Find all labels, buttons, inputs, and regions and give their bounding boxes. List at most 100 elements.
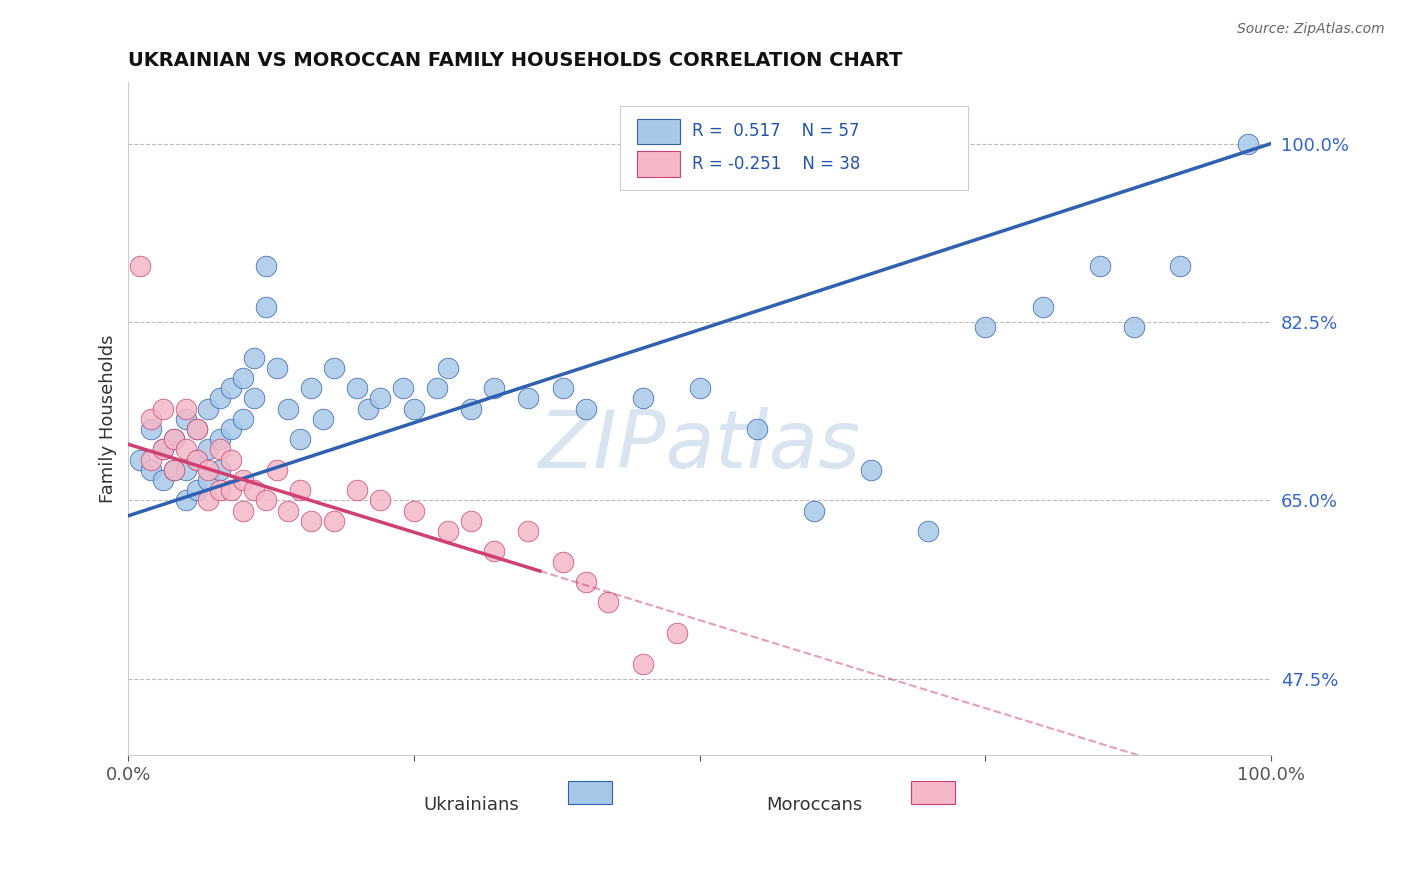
FancyBboxPatch shape: [620, 106, 969, 190]
Point: [323, 360, 346, 375]
Point: [574, 401, 596, 416]
FancyBboxPatch shape: [568, 780, 612, 804]
Point: [232, 473, 254, 487]
Point: [551, 555, 574, 569]
Point: [232, 412, 254, 426]
Point: [665, 626, 688, 640]
Point: [803, 503, 825, 517]
Point: [152, 442, 174, 457]
Point: [174, 463, 197, 477]
Point: [221, 483, 243, 498]
Point: [208, 392, 231, 406]
Point: [221, 452, 243, 467]
Point: [391, 381, 413, 395]
FancyBboxPatch shape: [911, 780, 955, 804]
Point: [141, 422, 163, 436]
Point: [299, 514, 322, 528]
Point: [517, 524, 540, 538]
Point: [152, 442, 174, 457]
Point: [277, 401, 299, 416]
Point: [186, 452, 208, 467]
Text: Moroccans: Moroccans: [766, 796, 862, 814]
Text: UKRAINIAN VS MOROCCAN FAMILY HOUSEHOLDS CORRELATION CHART: UKRAINIAN VS MOROCCAN FAMILY HOUSEHOLDS …: [128, 51, 903, 70]
Point: [174, 493, 197, 508]
Point: [266, 360, 288, 375]
FancyBboxPatch shape: [637, 151, 681, 177]
Point: [208, 442, 231, 457]
Point: [208, 463, 231, 477]
Point: [197, 401, 219, 416]
Point: [197, 463, 219, 477]
Point: [254, 259, 277, 273]
Point: [243, 483, 266, 498]
Point: [574, 574, 596, 589]
Point: [312, 412, 335, 426]
Point: [186, 483, 208, 498]
Point: [163, 463, 186, 477]
Point: [917, 524, 939, 538]
Text: ZIPatlas: ZIPatlas: [538, 407, 860, 484]
Point: [323, 514, 346, 528]
Point: [141, 412, 163, 426]
Point: [974, 320, 997, 334]
Point: [163, 463, 186, 477]
Point: [186, 452, 208, 467]
Point: [174, 401, 197, 416]
Point: [517, 392, 540, 406]
Point: [482, 544, 505, 558]
Point: [232, 503, 254, 517]
Point: [152, 401, 174, 416]
Point: [346, 483, 368, 498]
Point: [208, 483, 231, 498]
Point: [174, 412, 197, 426]
Point: [1237, 136, 1260, 151]
Point: [288, 432, 311, 446]
Point: [266, 463, 288, 477]
Text: Ukrainians: Ukrainians: [423, 796, 519, 814]
Point: [631, 392, 654, 406]
Point: [243, 392, 266, 406]
Point: [197, 493, 219, 508]
Point: [254, 493, 277, 508]
Point: [197, 473, 219, 487]
Point: [152, 473, 174, 487]
FancyBboxPatch shape: [637, 119, 681, 145]
Point: [404, 503, 426, 517]
Point: [186, 422, 208, 436]
Point: [129, 259, 152, 273]
Point: [186, 422, 208, 436]
Point: [277, 503, 299, 517]
Point: [197, 442, 219, 457]
Point: [243, 351, 266, 365]
Text: R =  0.517    N = 57: R = 0.517 N = 57: [692, 122, 859, 140]
Point: [1168, 259, 1191, 273]
Point: [221, 381, 243, 395]
Point: [288, 483, 311, 498]
Point: [141, 463, 163, 477]
Point: [1088, 259, 1111, 273]
Point: [426, 381, 449, 395]
Point: [860, 463, 883, 477]
Point: [482, 381, 505, 395]
Point: [141, 452, 163, 467]
Point: [745, 422, 768, 436]
Point: [368, 493, 391, 508]
Point: [163, 432, 186, 446]
Point: [460, 401, 482, 416]
Point: [254, 300, 277, 314]
Point: [460, 514, 482, 528]
Point: [221, 422, 243, 436]
Point: [357, 401, 380, 416]
Point: [1032, 300, 1054, 314]
Point: [404, 401, 426, 416]
Text: Source: ZipAtlas.com: Source: ZipAtlas.com: [1237, 22, 1385, 37]
Point: [598, 595, 620, 609]
Point: [346, 381, 368, 395]
Y-axis label: Family Households: Family Households: [100, 334, 117, 503]
Point: [368, 392, 391, 406]
Point: [437, 524, 460, 538]
Text: R = -0.251    N = 38: R = -0.251 N = 38: [692, 155, 860, 173]
Point: [631, 657, 654, 671]
Point: [1123, 320, 1146, 334]
Point: [208, 432, 231, 446]
